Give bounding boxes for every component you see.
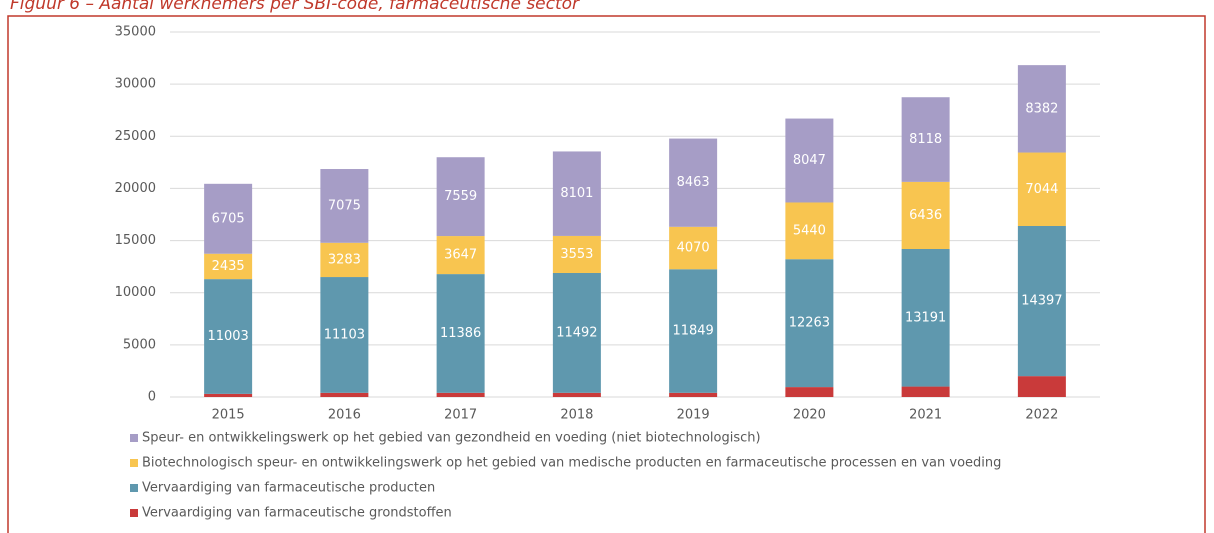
- bar-segment: [436, 236, 485, 275]
- data-label: 8118: [909, 132, 942, 147]
- bar-segment: [1017, 226, 1066, 377]
- bar-segment: [669, 138, 718, 227]
- data-label: 11849: [672, 324, 713, 339]
- bar-segment: [785, 387, 834, 397]
- data-label: 8047: [793, 153, 826, 168]
- legend-label: Vervaardiging van farmaceutische grondst…: [142, 506, 452, 521]
- data-label: 7075: [328, 198, 361, 213]
- data-label: 8463: [677, 175, 710, 190]
- bar-segment: [552, 151, 601, 236]
- bar-segment: [785, 259, 834, 388]
- data-label: 3283: [328, 252, 361, 267]
- bar-segment: [785, 202, 834, 260]
- x-tick-label: 2020: [793, 408, 826, 423]
- data-label: 14397: [1021, 294, 1062, 309]
- bar-segment: [320, 392, 369, 397]
- bar-segment: [320, 242, 369, 278]
- legend-label: Biotechnologisch speur- en ontwikkelings…: [142, 456, 1001, 471]
- bar-segment: [901, 181, 950, 250]
- x-tick-label: 2018: [560, 408, 593, 423]
- bar-segment: [901, 386, 950, 397]
- bar-segment: [204, 393, 253, 397]
- data-label: 12263: [789, 316, 830, 331]
- data-label: 2435: [212, 259, 245, 274]
- bar-segment: [552, 235, 601, 273]
- data-label: 4070: [677, 241, 710, 256]
- legend-swatch: [130, 459, 138, 467]
- bar-segment: [204, 183, 253, 254]
- legend-swatch: [130, 484, 138, 492]
- bar-segment: [1017, 376, 1066, 397]
- bar-segment: [204, 253, 253, 280]
- data-label: 11003: [207, 329, 248, 344]
- legend-label: Vervaardiging van farmaceutische product…: [142, 481, 435, 496]
- data-label: 6436: [909, 208, 942, 223]
- bar-segment: [669, 392, 718, 397]
- x-tick-label: 2021: [909, 408, 942, 423]
- frame: [7, 15, 1206, 533]
- data-label: 8101: [560, 186, 593, 201]
- data-label: 11103: [324, 327, 365, 342]
- y-tick-label: 10000: [115, 285, 156, 300]
- data-label: 3647: [444, 248, 477, 263]
- y-tick-label: 25000: [115, 129, 156, 144]
- bar-segment: [436, 157, 485, 237]
- bar-segment: [785, 118, 834, 203]
- x-tick-label: 2019: [677, 408, 710, 423]
- y-tick-label: 30000: [115, 77, 156, 92]
- bar-segment: [436, 392, 485, 397]
- bar-segment: [552, 272, 601, 393]
- y-tick-label: 15000: [115, 233, 156, 248]
- y-tick-label: 5000: [123, 337, 156, 352]
- legend-label: Speur- en ontwikkelingswerk op het gebie…: [142, 431, 761, 446]
- legend-swatch: [130, 434, 138, 442]
- bar-segment: [1017, 65, 1066, 153]
- data-label: 11492: [556, 325, 597, 340]
- x-tick-label: 2015: [212, 408, 245, 423]
- data-label: 6705: [212, 211, 245, 226]
- x-tick-label: 2022: [1025, 408, 1058, 423]
- data-label: 11386: [440, 326, 481, 341]
- bar-segment: [901, 249, 950, 387]
- bar-segment: [436, 274, 485, 393]
- x-tick-label: 2016: [328, 408, 361, 423]
- data-label: 3553: [560, 247, 593, 262]
- bar-segment: [669, 269, 718, 393]
- bar-segment: [320, 277, 369, 393]
- chart-title: Figuur 6 – Aantal werknemers per SBI-cod…: [10, 0, 580, 14]
- bar-segment: [669, 226, 718, 270]
- bar-segment: [204, 279, 253, 394]
- y-tick-label: 20000: [115, 181, 156, 196]
- y-tick-label: 35000: [115, 25, 156, 40]
- bar-segment: [1017, 152, 1066, 227]
- bar-segment: [901, 97, 950, 182]
- data-label: 7559: [444, 189, 477, 204]
- y-tick-label: 0: [148, 390, 156, 405]
- data-label: 7044: [1025, 182, 1058, 197]
- data-label: 8382: [1025, 101, 1058, 116]
- legend-swatch: [130, 509, 138, 517]
- x-tick-label: 2017: [444, 408, 477, 423]
- bar-segment: [552, 392, 601, 397]
- data-label: 5440: [793, 223, 826, 238]
- data-label: 13191: [905, 310, 946, 325]
- bar-segment: [320, 169, 369, 243]
